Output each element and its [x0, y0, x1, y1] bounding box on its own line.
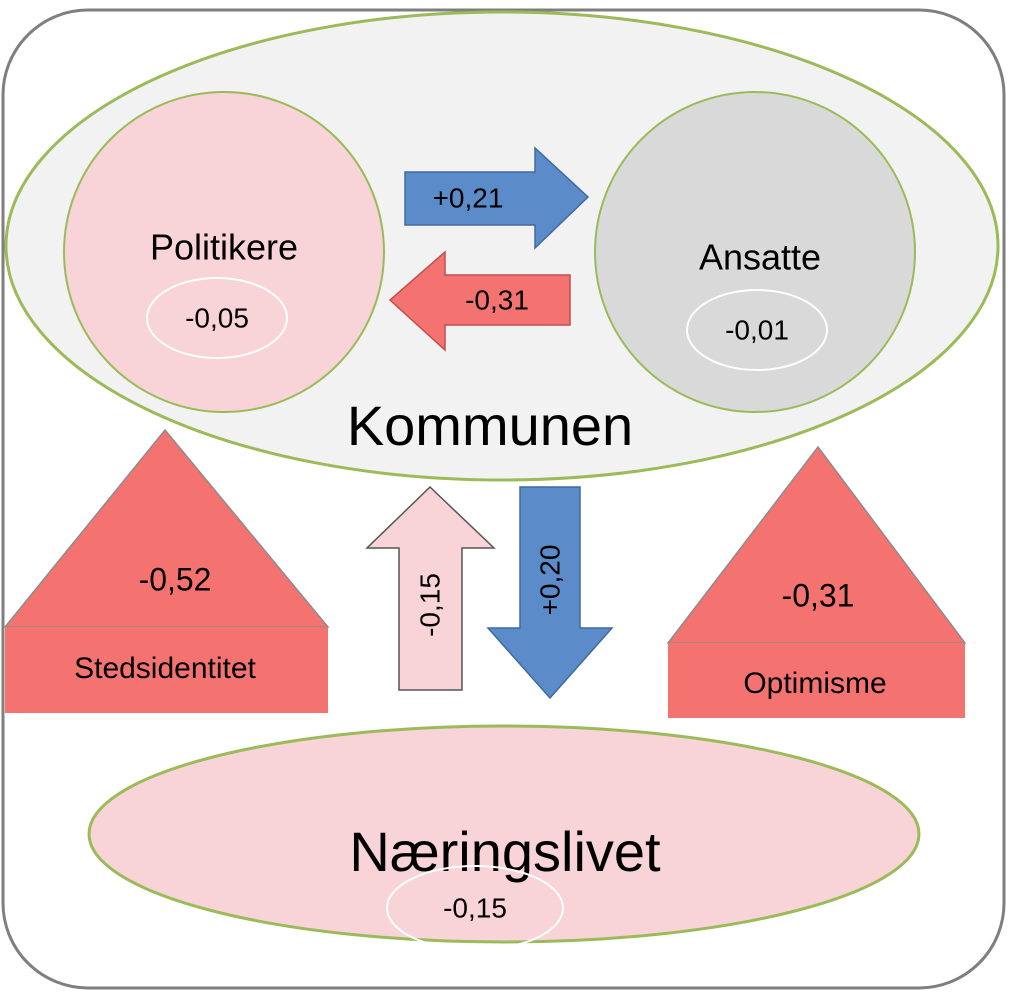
politikere-label: Politikere — [150, 227, 298, 268]
arrow-right-label: +0,21 — [433, 182, 504, 213]
arrow-left — [388, 250, 571, 352]
ansatte-value-ellipse — [686, 289, 828, 371]
arrow-right — [404, 146, 590, 250]
naeringslivet-value-ellipse — [386, 865, 564, 951]
arrow-up — [365, 485, 496, 691]
stedsidentitet-box — [5, 627, 328, 713]
arrow-down — [486, 486, 614, 700]
optimisme-box — [668, 643, 965, 718]
naeringslivet-value: -0,15 — [443, 892, 507, 923]
arrow-left-label: -0,31 — [465, 284, 529, 315]
naeringslivet-label: Næringslivet — [349, 820, 661, 883]
stedsidentitet-value: -0,52 — [139, 561, 212, 597]
ansatte-value: -0,01 — [725, 314, 789, 345]
politikere-circle — [63, 91, 385, 413]
kommunen-label: Kommunen — [347, 394, 633, 457]
naeringslivet-ellipse — [87, 724, 921, 944]
ansatte-label: Ansatte — [699, 237, 821, 278]
stedsidentitet-label: Stedsidentitet — [74, 652, 256, 685]
arrow-up-label: -0,15 — [414, 573, 445, 637]
ansatte-circle — [594, 91, 916, 413]
politikere-value: -0,05 — [185, 302, 249, 333]
optimisme-value: -0,31 — [782, 577, 855, 613]
arrow-down-label: +0,20 — [534, 545, 565, 616]
optimisme-label: Optimisme — [743, 667, 886, 700]
politikere-value-ellipse — [146, 277, 288, 359]
